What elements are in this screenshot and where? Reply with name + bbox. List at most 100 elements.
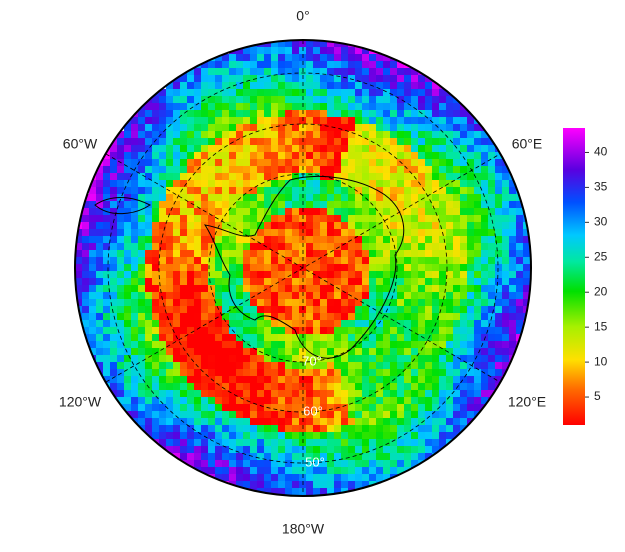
heat-cell: [103, 187, 111, 195]
heat-cell: [411, 376, 419, 384]
heat-cell: [411, 418, 419, 426]
heat-cell: [376, 411, 384, 419]
heat-cell: [313, 390, 321, 398]
heat-cell: [481, 222, 489, 230]
heat-cell: [488, 166, 496, 174]
heat-cell: [362, 446, 370, 454]
heat-cell: [229, 376, 237, 384]
heat-cell: [348, 376, 356, 384]
heat-cell: [222, 439, 230, 447]
heat-cell: [222, 117, 230, 125]
heat-cell: [327, 362, 335, 370]
heat-cell: [96, 334, 104, 342]
colorbar-tick-label: 5: [594, 389, 601, 403]
heat-cell: [264, 306, 272, 314]
heat-cell: [201, 362, 209, 370]
heat-cell: [201, 124, 209, 132]
heat-cell: [264, 467, 272, 475]
heat-cell: [320, 222, 328, 230]
heat-cell: [474, 278, 482, 286]
heat-cell: [495, 236, 503, 244]
heat-cell: [292, 439, 300, 447]
heat-cell: [89, 215, 97, 223]
heat-cell: [187, 320, 195, 328]
heat-cell: [362, 82, 370, 90]
heat-cell: [397, 481, 405, 489]
heat-cell: [89, 229, 97, 237]
heat-cell: [222, 320, 230, 328]
heat-cell: [362, 166, 370, 174]
heat-cell: [376, 89, 384, 97]
heat-cell: [124, 355, 132, 363]
heat-cell: [285, 390, 293, 398]
heat-cell: [180, 236, 188, 244]
heat-cell: [341, 320, 349, 328]
heat-cell: [383, 425, 391, 433]
heat-cell: [411, 208, 419, 216]
heat-cell: [369, 236, 377, 244]
heat-cell: [110, 355, 118, 363]
heat-cell: [292, 467, 300, 475]
heat-cell: [320, 292, 328, 300]
heat-cell: [327, 68, 335, 76]
heat-cell: [215, 271, 223, 279]
heat-cell: [103, 355, 111, 363]
heat-cell: [376, 320, 384, 328]
heat-cell: [313, 187, 321, 195]
heat-cell: [509, 306, 517, 314]
heat-cell: [271, 299, 279, 307]
heat-cell: [103, 215, 111, 223]
heat-cell: [222, 383, 230, 391]
heat-cell: [523, 236, 531, 244]
heat-cell: [516, 201, 524, 209]
heat-cell: [145, 418, 153, 426]
heat-cell: [418, 320, 426, 328]
heat-cell: [390, 131, 398, 139]
heat-cell: [166, 285, 174, 293]
heat-cell: [390, 453, 398, 461]
heat-cell: [502, 208, 510, 216]
heat-cell: [418, 355, 426, 363]
heat-cell: [446, 271, 454, 279]
heat-cell: [243, 222, 251, 230]
heat-cell: [236, 355, 244, 363]
heat-cell: [278, 390, 286, 398]
heat-cell: [194, 194, 202, 202]
heat-cell: [96, 320, 104, 328]
heat-cell: [320, 467, 328, 475]
heat-cell: [432, 432, 440, 440]
heat-cell: [285, 145, 293, 153]
heat-cell: [481, 145, 489, 153]
heat-cell: [418, 75, 426, 83]
heat-cell: [439, 131, 447, 139]
heat-cell: [460, 299, 468, 307]
heat-cell: [215, 341, 223, 349]
heat-cell: [341, 264, 349, 272]
heat-cell: [341, 453, 349, 461]
heat-cell: [411, 390, 419, 398]
heat-cell: [397, 194, 405, 202]
heat-cell: [278, 369, 286, 377]
heat-cell: [348, 467, 356, 475]
heat-cell: [166, 278, 174, 286]
heat-cell: [278, 320, 286, 328]
heat-cell: [194, 383, 202, 391]
heat-cell: [313, 194, 321, 202]
heat-cell: [313, 348, 321, 356]
heat-cell: [306, 278, 314, 286]
heat-cell: [222, 257, 230, 265]
heat-cell: [222, 446, 230, 454]
heat-cell: [425, 467, 433, 475]
heat-cell: [145, 264, 153, 272]
heat-cell: [341, 250, 349, 258]
heat-cell: [327, 313, 335, 321]
heat-cell: [152, 180, 160, 188]
heat-cell: [96, 306, 104, 314]
heat-cell: [222, 488, 230, 496]
heat-cell: [173, 460, 181, 468]
heat-cell: [82, 292, 90, 300]
heat-cell: [488, 411, 496, 419]
heat-cell: [488, 369, 496, 377]
heat-cell: [453, 110, 461, 118]
heat-cell: [418, 173, 426, 181]
